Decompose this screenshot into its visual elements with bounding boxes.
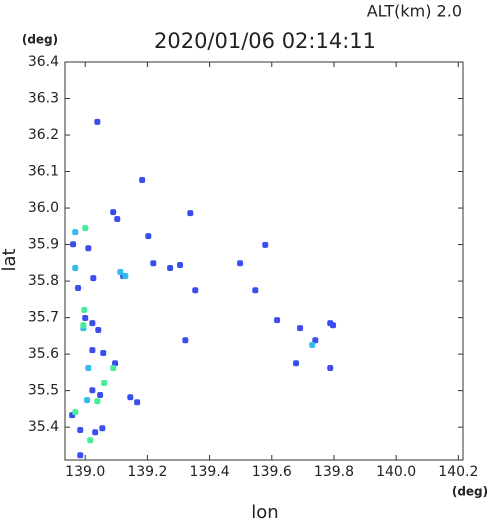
echo-point [85, 245, 92, 252]
echo-point [309, 341, 316, 348]
echo-point [75, 285, 82, 292]
x-tick-label: 139.4 [190, 464, 230, 480]
plot-frame [64, 61, 464, 461]
subtitle: ALT(km) 2.0 [367, 2, 462, 21]
x-tick-label: 140.2 [438, 464, 478, 480]
echo-point [97, 392, 104, 399]
echo-point [327, 364, 334, 371]
echo-point [110, 364, 117, 371]
echo-point [312, 337, 319, 344]
x-tick-label: 139.0 [65, 464, 105, 480]
echo-point [80, 322, 87, 329]
echo-point [182, 337, 189, 344]
echo-point [89, 387, 96, 394]
echo-point [112, 360, 119, 367]
echo-point [150, 260, 157, 267]
echo-point [330, 322, 337, 329]
echo-point [167, 264, 174, 271]
y-tick-label: 36.2 [28, 127, 59, 143]
echo-point [134, 399, 141, 406]
echo-point [114, 216, 121, 223]
echo-point [77, 452, 84, 459]
y-tick-label: 36.3 [28, 91, 59, 107]
y-tick-label: 35.4 [28, 419, 59, 435]
echo-point [101, 379, 108, 386]
echo-point [94, 118, 101, 125]
x-tick-label: 140.0 [376, 464, 416, 480]
x-tick-label: 139.2 [127, 464, 167, 480]
echo-point [72, 264, 79, 271]
echo-point [117, 268, 124, 275]
x-unit: (deg) [452, 485, 488, 499]
echo-point [85, 364, 92, 371]
echo-point [77, 427, 84, 434]
echo-point [145, 233, 152, 240]
y-tick-label: 35.5 [28, 383, 59, 399]
echo-point [95, 327, 102, 334]
echo-point [262, 241, 269, 248]
echo-point [237, 260, 244, 267]
x-axis-label: lon [251, 502, 278, 521]
echo-point [82, 314, 89, 321]
echo-point [82, 225, 89, 232]
echo-point [89, 347, 96, 354]
y-tick-label: 36.1 [28, 164, 59, 180]
y-unit: (deg) [22, 33, 58, 47]
echo-point [90, 275, 97, 282]
x-tick-label: 139.6 [252, 464, 292, 480]
echo-point [122, 272, 129, 279]
echo-point [192, 287, 199, 294]
echo-point [92, 429, 99, 436]
y-tick-label: 35.9 [28, 237, 59, 253]
y-tick-label: 36.0 [28, 200, 59, 216]
echo-point [81, 306, 88, 313]
echo-point [94, 398, 101, 405]
echo-point [84, 397, 91, 404]
echo-point [127, 394, 134, 401]
echo-point [89, 320, 96, 327]
echo-point [87, 437, 94, 444]
echo-point [274, 317, 281, 324]
y-axis-label: lat [0, 248, 20, 271]
y-tick-label: 35.8 [28, 273, 59, 289]
y-tick-label: 35.6 [28, 346, 59, 362]
echo-point [72, 229, 79, 236]
y-tick-label: 35.7 [28, 310, 59, 326]
echo-point [139, 176, 146, 183]
x-tick-label: 139.8 [314, 464, 354, 480]
echo-point [187, 210, 194, 217]
echo-point [297, 325, 304, 332]
echo-point [70, 241, 77, 248]
echo-point [99, 425, 106, 432]
chart-title: 2020/01/06 02:14:11 [154, 29, 376, 53]
echo-point [177, 262, 184, 269]
echo-point [72, 409, 79, 416]
echo-point [293, 360, 300, 367]
echo-point [110, 209, 117, 216]
echo-point [100, 350, 107, 357]
echo-point [252, 287, 259, 294]
y-tick-label: 36.4 [28, 54, 59, 70]
